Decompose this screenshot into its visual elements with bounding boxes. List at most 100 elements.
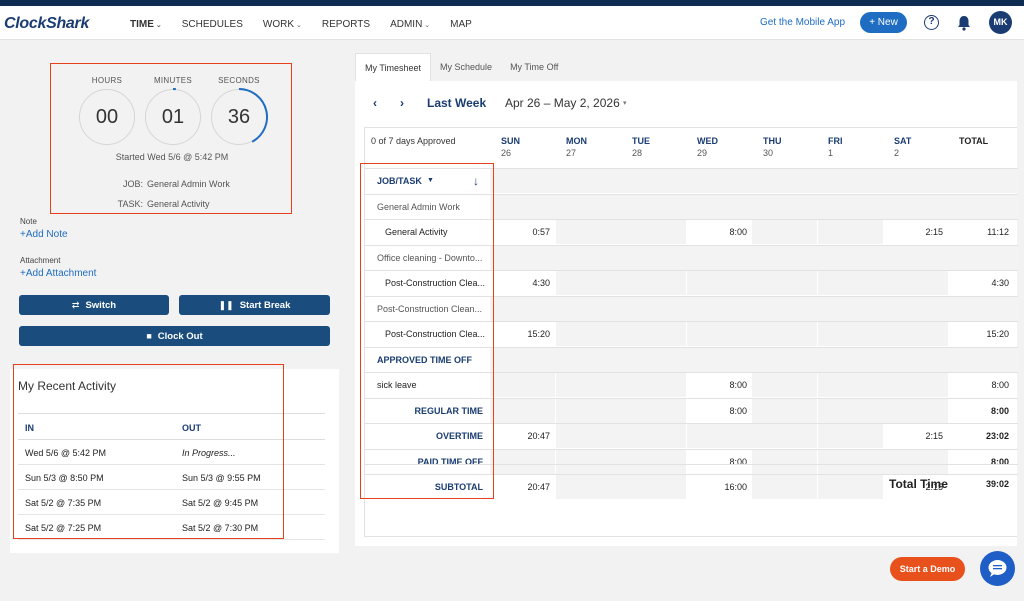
day-cell[interactable]: [556, 475, 621, 499]
day-cell[interactable]: [556, 449, 621, 474]
new-button[interactable]: + New: [860, 12, 907, 33]
tab-my-time-off[interactable]: My Time Off: [510, 62, 559, 72]
chevron-left-icon[interactable]: ‹: [373, 96, 377, 110]
caret-down-icon[interactable]: ▼: [427, 177, 434, 184]
day-cell[interactable]: [621, 373, 686, 397]
help-icon[interactable]: ?: [924, 15, 939, 30]
day-cell[interactable]: [818, 449, 883, 474]
day-cell[interactable]: [818, 271, 883, 295]
day-cell[interactable]: [556, 220, 621, 244]
day-cell[interactable]: [883, 398, 948, 423]
day-cell[interactable]: [818, 220, 883, 244]
day-cell[interactable]: [687, 475, 752, 499]
day-cell[interactable]: [883, 322, 948, 346]
day-cell[interactable]: [621, 475, 686, 499]
clockshark-logo[interactable]: ClockShark: [4, 15, 90, 32]
add-attachment-link[interactable]: +Add Attachment: [20, 268, 97, 279]
nav-item-time[interactable]: TIME ⌄: [130, 19, 162, 30]
add-note-link[interactable]: +Add Note: [20, 229, 68, 240]
day-cell[interactable]: [883, 271, 948, 295]
day-cell[interactable]: [687, 373, 752, 397]
task-name[interactable]: Post-Construction Clea...: [385, 329, 486, 339]
chevron-right-icon[interactable]: ›: [400, 96, 404, 110]
started-time: Started Wed 5/6 @ 5:42 PM: [115, 152, 229, 162]
day-cell[interactable]: [490, 398, 555, 423]
day-cell[interactable]: [752, 220, 817, 244]
clock-out-button[interactable]: ■ Clock Out: [19, 326, 330, 346]
job-name[interactable]: General Admin Work: [377, 201, 460, 212]
day-cell[interactable]: [621, 220, 686, 244]
day-cell[interactable]: [490, 322, 555, 346]
day-cell[interactable]: [752, 398, 817, 423]
day-cell[interactable]: [621, 424, 686, 448]
chevron-down-icon[interactable]: ▾: [623, 100, 627, 107]
day-cell[interactable]: [556, 373, 621, 397]
date-range[interactable]: Apr 26 – May 2, 2026: [505, 96, 620, 110]
day-cell[interactable]: [687, 449, 752, 474]
day-cell[interactable]: [752, 322, 817, 346]
day-cell[interactable]: [818, 373, 883, 397]
day-cell[interactable]: [687, 398, 752, 423]
day-cell[interactable]: [490, 424, 555, 448]
day-cell[interactable]: [883, 220, 948, 244]
day-cell[interactable]: [556, 322, 621, 346]
table-row: JOB/TASK ▼ ↓: [365, 168, 1018, 193]
task-name[interactable]: Post-Construction Clea...: [385, 278, 486, 288]
section-title[interactable]: APPROVED TIME OFF: [377, 354, 473, 365]
tab-my-timesheet[interactable]: My Timesheet: [355, 53, 432, 81]
job-name[interactable]: Office cleaning - Downto...: [377, 252, 483, 263]
day-cell[interactable]: [883, 424, 948, 448]
day-cell[interactable]: [490, 373, 555, 397]
nav-item-admin[interactable]: ADMIN ⌄: [390, 19, 431, 30]
day-cell[interactable]: [752, 475, 817, 499]
day-cell[interactable]: [687, 271, 752, 295]
row-total: 4:30: [991, 278, 1009, 288]
day-cell[interactable]: [490, 449, 555, 474]
job-name[interactable]: Post-Construction Clean...: [377, 303, 483, 314]
day-cell[interactable]: [687, 220, 752, 244]
task-name[interactable]: General Activity: [385, 227, 448, 237]
day-cell[interactable]: [752, 449, 817, 474]
day-cell[interactable]: [752, 424, 817, 448]
day-cell[interactable]: [883, 373, 948, 397]
day-cell[interactable]: [818, 424, 883, 448]
nav-item-work[interactable]: WORK ⌄: [262, 19, 302, 30]
day-value: [562, 220, 616, 244]
day-cell[interactable]: [490, 220, 555, 244]
avatar[interactable]: MK: [989, 11, 1012, 34]
day-cell[interactable]: [883, 475, 948, 499]
nav-item-map[interactable]: MAP: [450, 19, 472, 30]
day-cell[interactable]: [621, 398, 686, 423]
day-cell[interactable]: [687, 322, 752, 346]
day-cell[interactable]: [556, 424, 621, 448]
nav-item-schedules[interactable]: SCHEDULES: [181, 19, 243, 30]
day-cell[interactable]: [818, 475, 883, 499]
day-cell[interactable]: [818, 398, 883, 423]
chat-icon[interactable]: [980, 551, 1015, 586]
bell-icon[interactable]: [957, 15, 971, 34]
day-cell[interactable]: [687, 424, 752, 448]
job-label: JOB:: [122, 179, 143, 189]
day-cell[interactable]: [556, 271, 621, 295]
start-demo-button[interactable]: Start a Demo: [890, 557, 965, 581]
nav-item-reports[interactable]: REPORTS: [321, 19, 371, 30]
section-title[interactable]: JOB/TASK: [377, 176, 422, 186]
start-break-button[interactable]: ❚❚ Start Break: [179, 295, 330, 315]
minutes-ring: 01: [145, 88, 201, 145]
day-cell[interactable]: [621, 449, 686, 474]
day-cell[interactable]: [883, 449, 948, 474]
tab-my-schedule[interactable]: My Schedule: [440, 62, 493, 72]
day-cell[interactable]: [490, 271, 555, 295]
day-cell[interactable]: [818, 322, 883, 346]
day-cell[interactable]: [490, 475, 555, 499]
switch-button[interactable]: ⇄ Switch: [19, 295, 169, 315]
day-header-sun: SUN 26: [501, 136, 521, 158]
sort-down-icon[interactable]: ↓: [473, 174, 479, 188]
day-cell[interactable]: [556, 398, 621, 423]
day-cell[interactable]: [621, 322, 686, 346]
day-cell[interactable]: [752, 271, 817, 295]
day-cell[interactable]: [621, 271, 686, 295]
day-cell[interactable]: [752, 373, 817, 397]
get-mobile-app-link[interactable]: Get the Mobile App: [760, 17, 846, 28]
clock-status-panel: HOURS 00 MINUTES 01 SECONDS 36 Started W…: [50, 63, 292, 214]
